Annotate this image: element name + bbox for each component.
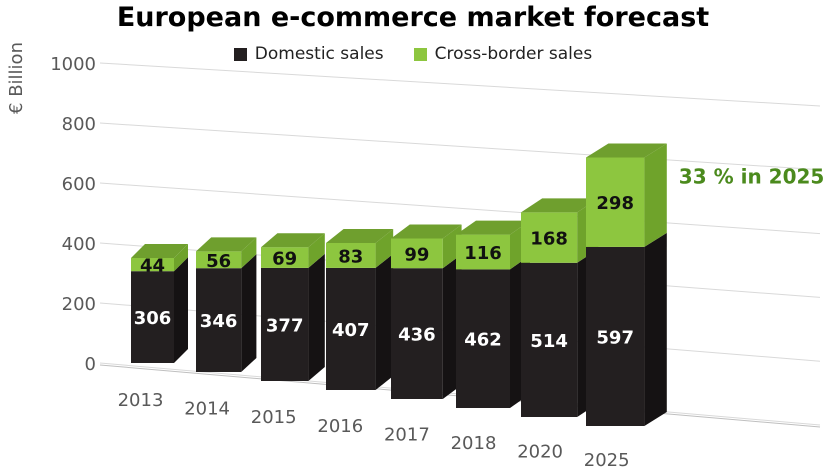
bar-cross-border-front xyxy=(521,212,578,263)
y-tick-label: 0 xyxy=(85,354,96,375)
x-tick-label: 2014 xyxy=(184,399,230,420)
legend-label-cross-border: Cross-border sales xyxy=(434,44,593,64)
y-tick-label: 400 xyxy=(62,234,96,255)
y-axis-label: € Billion xyxy=(6,42,27,114)
data-label-domestic: 377 xyxy=(266,315,304,336)
data-label-cross-border: 83 xyxy=(338,246,363,267)
data-label-cross-border: 168 xyxy=(530,229,568,250)
bar-domestic-front xyxy=(196,268,242,372)
legend: Domestic sales Cross-border sales xyxy=(0,44,826,64)
bar-cross-border-front xyxy=(586,157,645,247)
bar-domestic-side xyxy=(174,257,188,363)
bar-cross-border-front xyxy=(196,251,242,269)
bar-cross-border-front xyxy=(131,258,174,272)
legend-swatch-domestic xyxy=(233,47,247,61)
bar-cross-border-side xyxy=(644,143,667,247)
bar-domestic-front xyxy=(521,262,578,417)
bar-top xyxy=(131,244,188,258)
legend-item-cross-border: Cross-border sales xyxy=(413,44,593,64)
bar-top xyxy=(586,143,667,158)
bar-domestic-side xyxy=(241,254,257,372)
data-label-domestic: 346 xyxy=(200,311,238,332)
bar-top xyxy=(261,233,325,248)
bar-cross-border-side xyxy=(308,233,325,268)
x-tick-label: 2020 xyxy=(517,442,563,463)
data-label-cross-border: 99 xyxy=(404,244,429,265)
bar-top xyxy=(391,224,462,239)
bar-2013 xyxy=(131,244,188,363)
bar-cross-border-front xyxy=(391,238,443,269)
legend-swatch-cross-border xyxy=(413,47,427,61)
bar-domestic-front xyxy=(391,268,443,399)
bar-top xyxy=(521,198,599,213)
labels-layer: 306 44 2013 346 56 2014 377 69 2015 407 83 2016 436 9… xyxy=(118,165,825,470)
data-label-cross-border: 44 xyxy=(140,256,165,277)
data-label-domestic: 597 xyxy=(596,327,634,348)
data-label-cross-border: 298 xyxy=(596,193,634,214)
bar-domestic-side xyxy=(644,232,667,426)
x-tick-label: 2025 xyxy=(584,450,630,470)
data-label-cross-border: 56 xyxy=(206,251,231,272)
y-tick-label: 600 xyxy=(62,174,96,195)
bar-domestic-front xyxy=(326,267,376,390)
bars-layer xyxy=(131,143,667,426)
bar-2014 xyxy=(196,237,257,372)
bar-top xyxy=(456,220,530,235)
chart-title: European e-commerce market forecast xyxy=(116,2,710,33)
data-label-domestic: 436 xyxy=(398,325,436,346)
bar-domestic-front xyxy=(456,269,510,408)
gridline xyxy=(99,122,821,171)
x-tick-label: 2017 xyxy=(384,424,430,445)
bar-cross-border-front xyxy=(261,247,309,268)
x-tick-label: 2018 xyxy=(451,433,497,454)
bar-top xyxy=(196,237,257,252)
data-label-cross-border: 69 xyxy=(272,249,297,270)
bar-domestic-front xyxy=(586,246,645,426)
bar-domestic-side xyxy=(308,253,325,381)
annotation-label: 33 % in 2025 xyxy=(679,165,825,189)
bar-2016 xyxy=(326,229,394,390)
bar-cross-border-side xyxy=(174,244,188,272)
data-label-domestic: 306 xyxy=(134,308,172,329)
bar-2025 xyxy=(586,143,667,426)
y-tick-label: 800 xyxy=(62,114,96,135)
bar-2015 xyxy=(261,233,325,381)
bar-domestic-side xyxy=(375,253,394,390)
data-label-cross-border: 116 xyxy=(464,243,502,264)
bar-domestic-front xyxy=(261,267,309,381)
data-label-domestic: 407 xyxy=(332,320,370,341)
x-tick-label: 2013 xyxy=(118,390,164,411)
x-tick-label: 2015 xyxy=(251,407,297,428)
legend-item-domestic: Domestic sales xyxy=(233,44,384,64)
bar-cross-border-front xyxy=(326,243,376,268)
data-label-domestic: 514 xyxy=(530,331,568,352)
legend-label-domestic: Domestic sales xyxy=(254,44,384,64)
data-label-domestic: 462 xyxy=(464,330,502,351)
gridline xyxy=(99,182,821,235)
gridline xyxy=(99,62,821,107)
y-tick-label: 200 xyxy=(62,294,96,315)
bar-cross-border-side xyxy=(375,229,394,268)
bar-cross-border-front xyxy=(456,234,510,270)
bar-top xyxy=(326,229,394,243)
bar-domestic-front xyxy=(131,271,174,363)
bar-cross-border-side xyxy=(241,237,257,269)
x-tick-label: 2016 xyxy=(317,416,363,437)
y-tick-label: 1000 xyxy=(50,54,96,75)
